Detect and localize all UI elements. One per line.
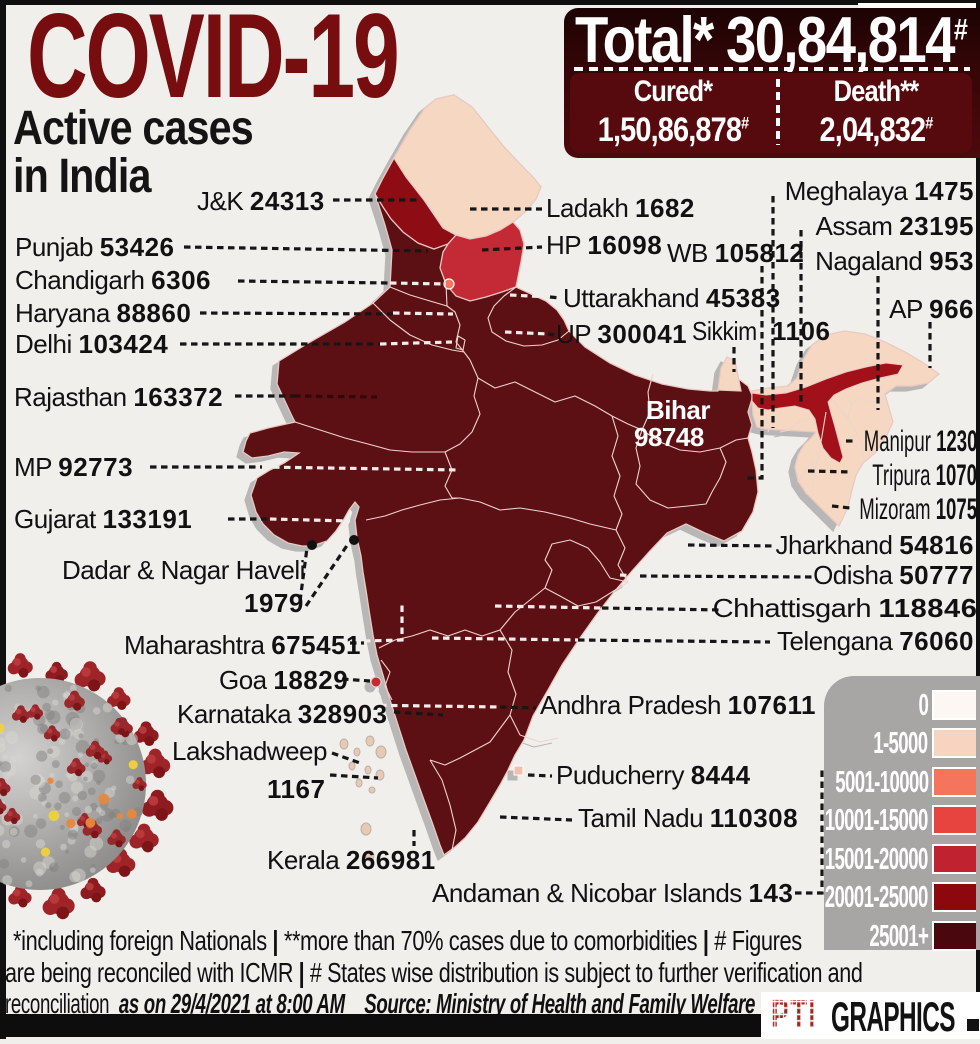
svg-text:GRAPHICS: GRAPHICS [831,994,955,1039]
svg-text:PTI: PTI [771,993,817,1038]
